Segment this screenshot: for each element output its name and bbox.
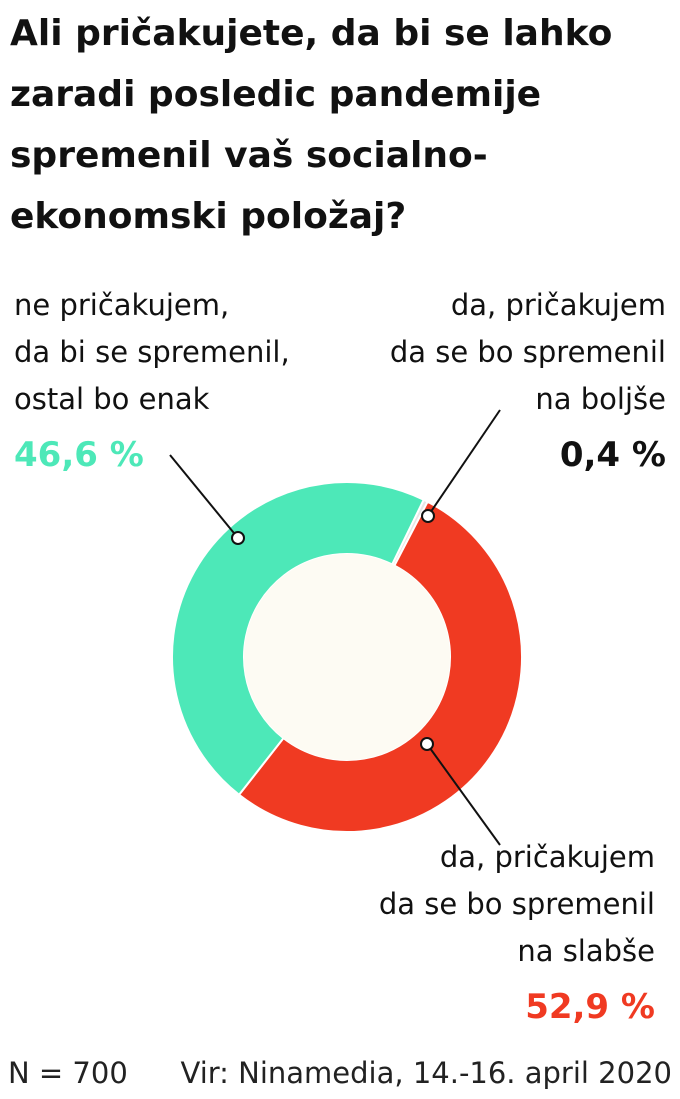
- leader-dot: [231, 531, 245, 545]
- slice-label: da bi se spremenil,: [14, 335, 290, 369]
- slice-label: da se bo spremenil: [390, 335, 666, 369]
- title-line: ekonomski položaj?: [10, 196, 406, 237]
- leader-line: [169, 454, 239, 539]
- title-line: Ali pričakujete, da bi se lahko: [10, 13, 612, 54]
- value-label: 0,4 %: [560, 435, 666, 475]
- leader-dot: [421, 509, 435, 523]
- slice-label: na slabše: [517, 934, 655, 968]
- value-label: 52,9 %: [525, 987, 655, 1027]
- donut-hole: [244, 554, 450, 760]
- title-line: spremenil vaš socialno-: [10, 135, 488, 176]
- slice-label: da, pričakujem: [440, 840, 655, 874]
- leader-dot: [420, 737, 434, 751]
- source: Vir: Ninamedia, 14.-16. april 2020: [181, 1056, 673, 1090]
- slice-label: ostal bo enak: [14, 382, 210, 416]
- labels: da, pričakujem da se bo spremenil na boljš…: [14, 288, 666, 1027]
- slice-label: ne pričakujem,: [14, 288, 229, 322]
- slice-label: da, pričakujem: [451, 288, 666, 322]
- title: Ali pričakujete, da bi se lahko zaradi po…: [10, 13, 612, 237]
- leader-line: [427, 409, 501, 517]
- leader-line: [426, 743, 501, 846]
- title-line: zaradi posledic pandemije: [10, 74, 541, 115]
- value-label: 46,6 %: [14, 435, 144, 475]
- donut: [171, 481, 523, 833]
- sample-size: N = 700: [8, 1056, 128, 1090]
- slice-label: da se bo spremenil: [379, 887, 655, 921]
- leaders: [169, 409, 501, 846]
- slice-label: na boljše: [535, 382, 666, 416]
